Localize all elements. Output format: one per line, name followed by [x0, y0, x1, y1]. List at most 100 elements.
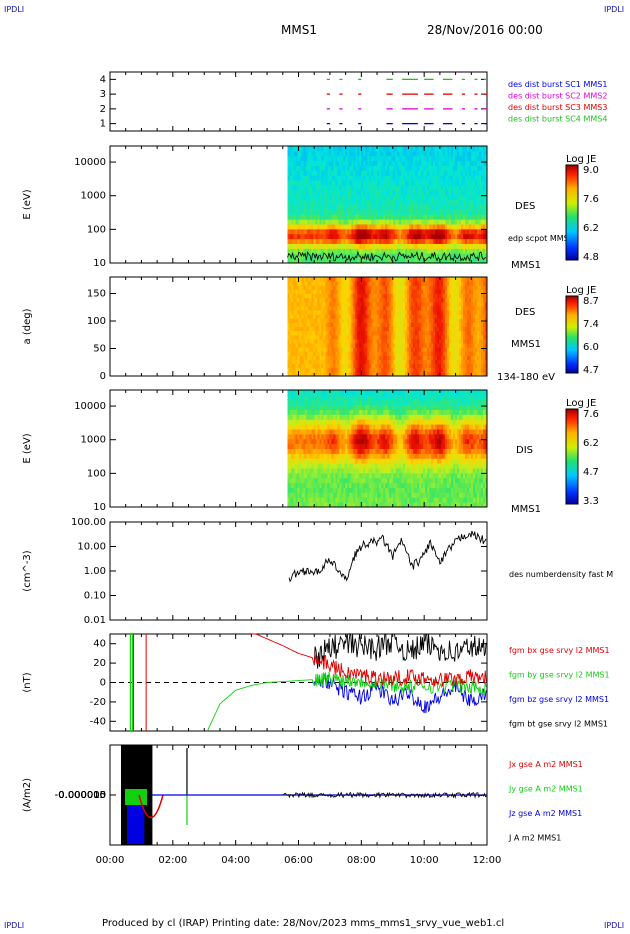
heatmap-cell [461, 281, 464, 286]
heatmap-cell [297, 228, 300, 235]
heatmap-cell [415, 351, 418, 356]
heatmap-cell [347, 355, 350, 360]
heatmap-cell [421, 318, 424, 323]
heatmap-cell [327, 146, 330, 152]
heatmap-cell [379, 199, 382, 205]
heatmap-cell [465, 204, 468, 210]
heatmap-cell [299, 155, 302, 162]
heatmap-cell [291, 228, 294, 235]
heatmap-cell [465, 243, 468, 249]
heatmap-cell [429, 219, 432, 225]
heatmap-cell [317, 228, 320, 235]
heatmap-cell [437, 194, 440, 201]
heatmap-cell [339, 367, 342, 373]
heatmap-cell [401, 347, 404, 352]
heatmap-cell [479, 238, 482, 244]
heatmap-cell [427, 330, 430, 336]
heatmap-cell [419, 258, 422, 264]
heatmap-cell [433, 175, 436, 181]
heatmap-cell [431, 330, 434, 336]
heatmap-cell [301, 310, 304, 315]
heatmap-cell [349, 343, 352, 348]
heatmap-cell [349, 189, 352, 196]
heatmap-cell [351, 363, 354, 369]
heatmap-cell [373, 219, 376, 225]
heatmap-cell [449, 189, 452, 196]
heatmap-cell [449, 347, 452, 352]
heatmap-cell [301, 180, 304, 186]
heatmap-cell [351, 204, 354, 210]
heatmap-cell [405, 338, 408, 344]
heatmap-cell [457, 155, 460, 162]
heatmap-cell [361, 289, 364, 294]
heatmap-cell [375, 330, 378, 336]
heatmap-cell [347, 367, 350, 373]
heatmap-cell [415, 359, 418, 365]
heatmap-cell [427, 334, 430, 340]
heatmap-cell [461, 175, 464, 181]
heatmap-cell [369, 204, 372, 210]
heatmap-cell [353, 314, 356, 319]
heatmap-cell [383, 224, 386, 230]
heatmap-cell [339, 219, 342, 225]
heatmap-cell [345, 180, 348, 186]
heatmap-cell [365, 363, 368, 369]
heatmap-cell [455, 281, 458, 286]
heatmap-cell [415, 258, 418, 264]
heatmap-cell [455, 194, 458, 201]
heatmap-cell [383, 155, 386, 162]
heatmap-cell [361, 343, 364, 348]
heatmap-cell [403, 194, 406, 201]
heatmap-cell [475, 228, 478, 235]
heatmap-cell [439, 289, 442, 294]
heatmap-cell [443, 248, 446, 254]
heatmap-cell [467, 289, 470, 294]
heatmap-cell [371, 343, 374, 348]
y-tick-label: 10 [93, 258, 106, 269]
heatmap-cell [299, 248, 302, 254]
heatmap-cell [479, 363, 482, 369]
heatmap-cell [403, 347, 406, 352]
heatmap-cell [289, 305, 292, 311]
heatmap-cell [383, 185, 386, 191]
heatmap-cell [359, 224, 362, 230]
heatmap-cell [405, 285, 408, 290]
heatmap-cell [335, 277, 338, 282]
heatmap-cell [311, 199, 314, 205]
heatmap-cell [385, 175, 388, 181]
heatmap-cell [443, 233, 446, 240]
heatmap-cell [393, 355, 396, 360]
heatmap-cell [331, 351, 334, 356]
heatmap-cell [349, 199, 352, 205]
heatmap-cell [453, 363, 456, 369]
heatmap-cell [385, 277, 388, 282]
heatmap-cell [341, 318, 344, 323]
heatmap-cell [369, 281, 372, 286]
heatmap-cell [311, 326, 314, 332]
heatmap-cell [457, 326, 460, 332]
heatmap-cell [369, 301, 372, 307]
heatmap-cell [343, 248, 346, 254]
heatmap-cell [377, 347, 380, 352]
heatmap-cell [441, 228, 444, 235]
heatmap-cell [411, 165, 414, 171]
heatmap-cell [361, 219, 364, 225]
heatmap-cell [307, 326, 310, 332]
heatmap-cell [391, 228, 394, 235]
heatmap-cell [479, 371, 482, 377]
heatmap-cell [469, 277, 472, 282]
heatmap-cell [325, 180, 328, 186]
heatmap-cell [295, 297, 298, 303]
heatmap-cell [365, 318, 368, 323]
heatmap-cell [323, 155, 326, 162]
heatmap-cell [481, 347, 484, 352]
heatmap-cell [431, 347, 434, 352]
heatmap-cell [469, 209, 472, 215]
heatmap-cell [323, 175, 326, 181]
heatmap-cell [325, 146, 328, 152]
heatmap-cell [387, 318, 390, 323]
heatmap-cell [433, 277, 436, 282]
heatmap-cell [457, 185, 460, 191]
heatmap-cell [339, 175, 342, 181]
heatmap-cell [345, 318, 348, 323]
